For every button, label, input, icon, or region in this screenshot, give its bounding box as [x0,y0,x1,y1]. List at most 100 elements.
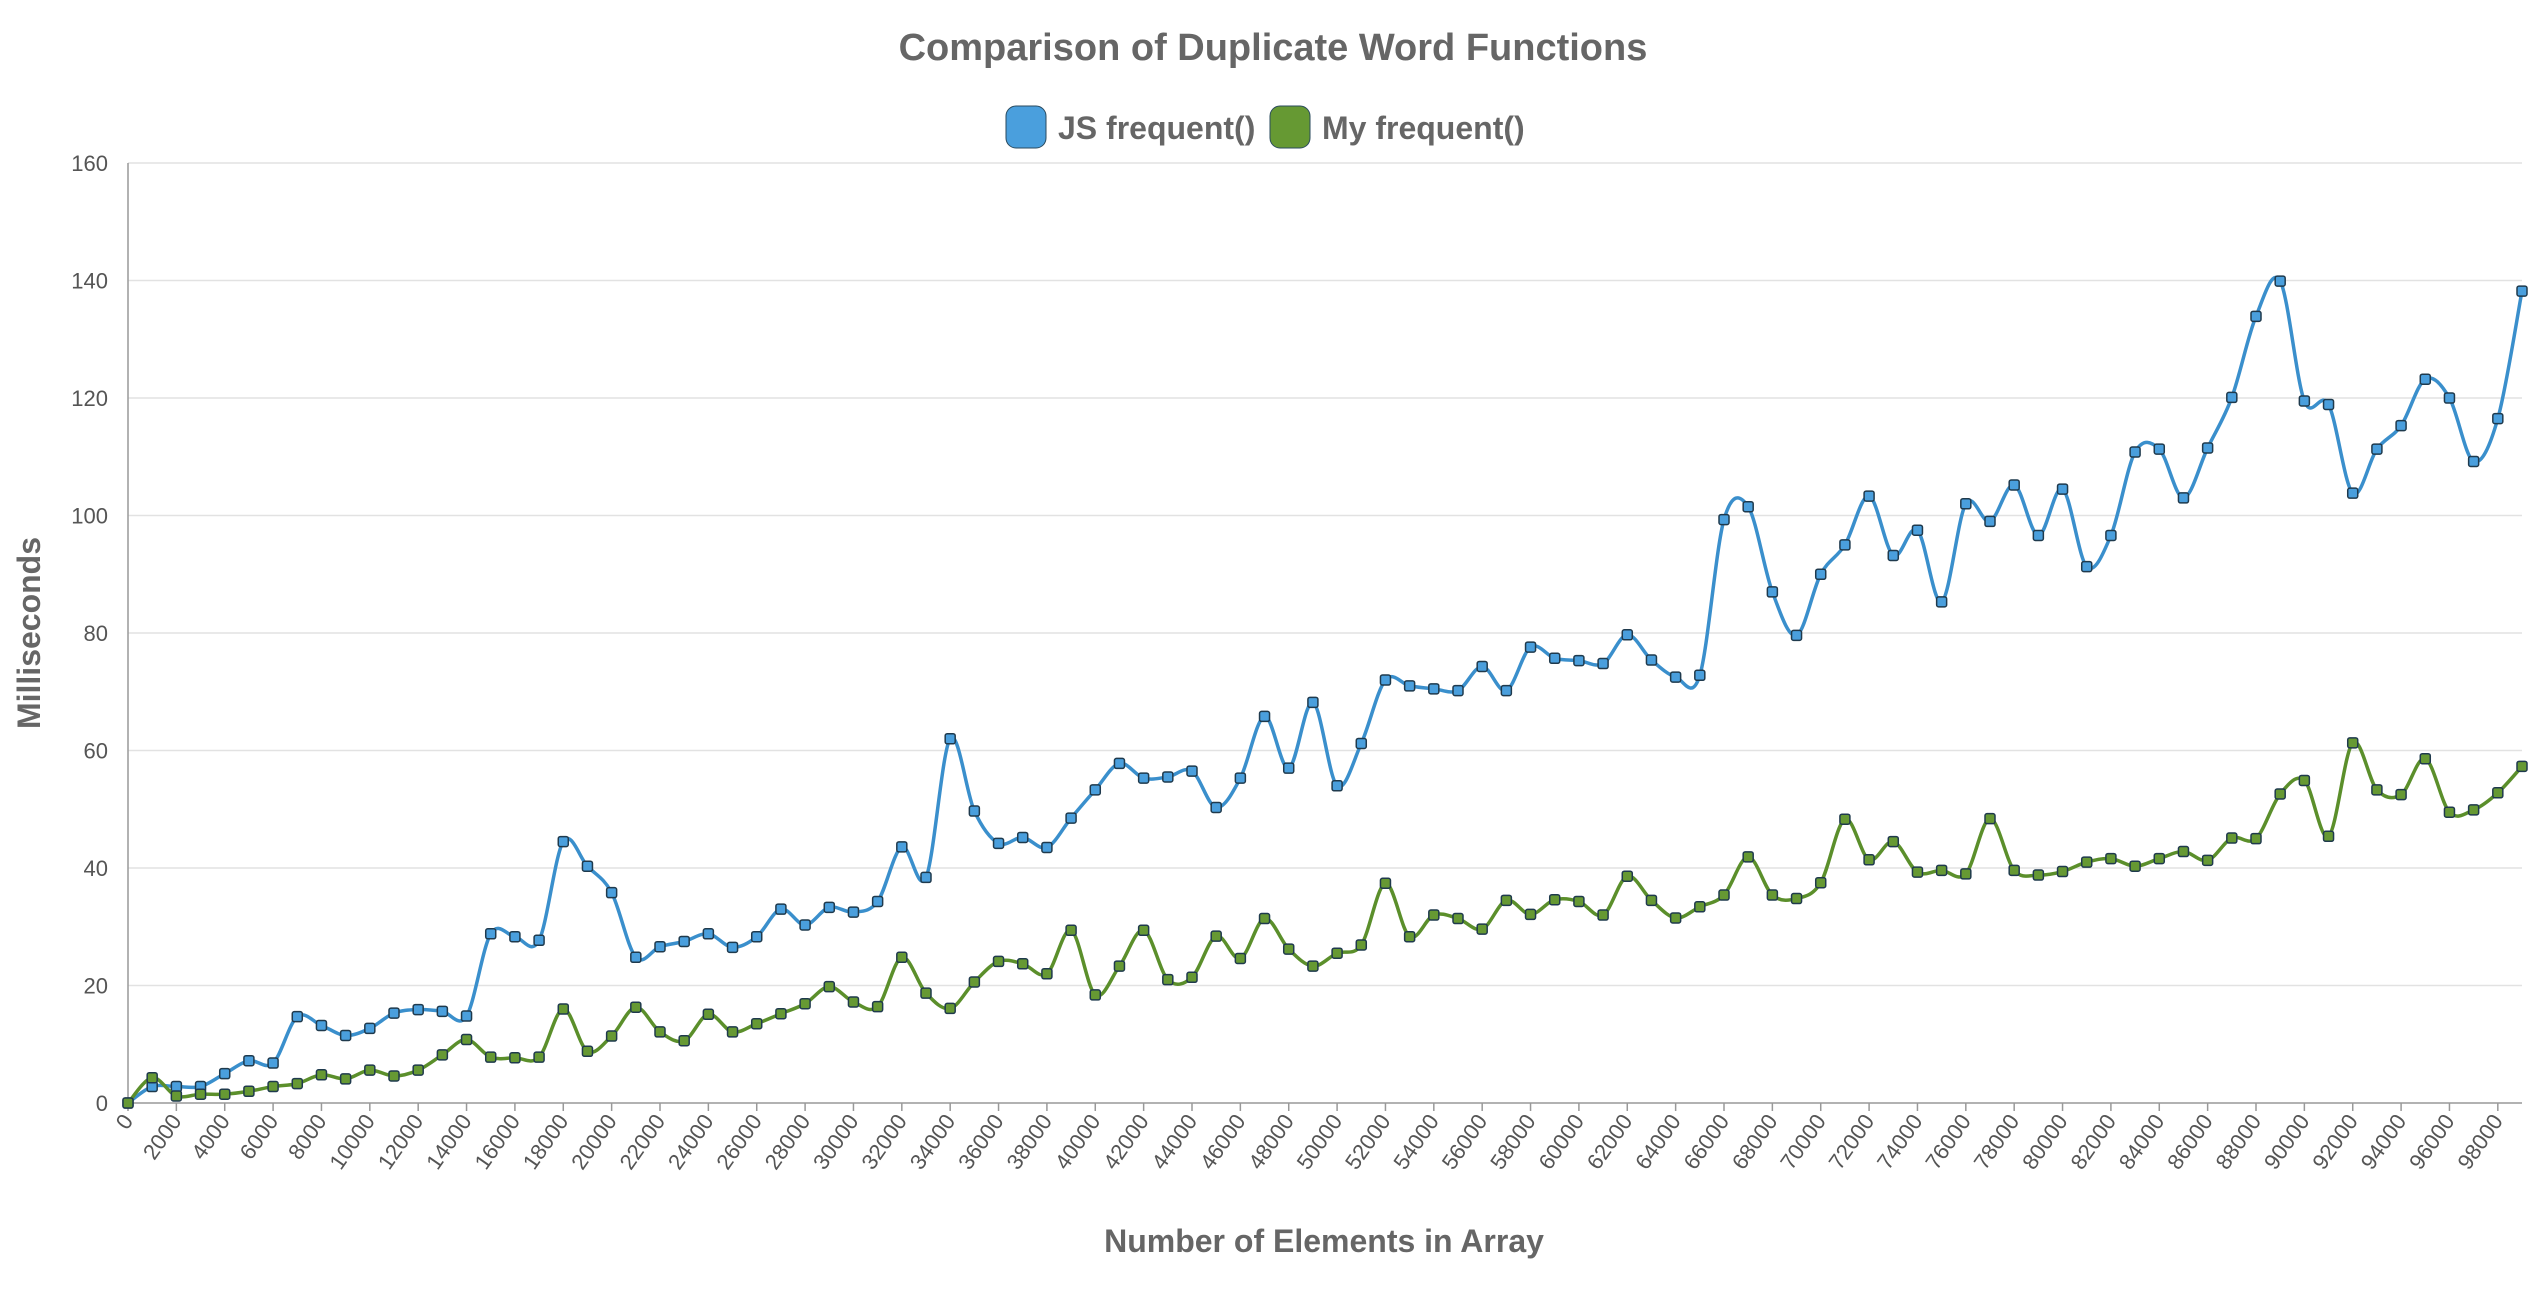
data-point[interactable] [291,1077,304,1090]
data-point[interactable] [2419,373,2432,385]
data-point[interactable] [750,1017,763,1030]
data-point[interactable] [2032,869,2045,881]
data-point[interactable] [1887,835,1900,848]
data-point[interactable] [847,906,860,918]
data-point[interactable] [1065,812,1077,824]
data-point[interactable] [823,901,836,914]
data-point[interactable] [218,1088,231,1100]
data-point[interactable] [775,1007,787,1020]
data-point[interactable] [581,860,594,872]
data-point[interactable] [1331,780,1343,792]
data-point[interactable] [460,1033,473,1046]
data-point[interactable] [1887,549,1900,562]
data-point[interactable] [1428,683,1440,695]
data-point[interactable] [1500,684,1513,697]
data-point[interactable] [1089,784,1102,796]
data-point[interactable] [2274,275,2286,287]
data-point[interactable] [775,903,787,915]
data-point[interactable] [1016,958,1029,970]
legend-item-2[interactable]: My frequent() [1269,105,1525,149]
data-point[interactable] [1307,696,1319,709]
data-point[interactable] [654,940,666,953]
data-point[interactable] [1089,989,1102,1001]
data-point[interactable] [1669,912,1682,924]
data-point[interactable] [1355,939,1368,951]
data-point[interactable] [1016,831,1029,844]
data-point[interactable] [364,1022,376,1035]
data-point[interactable] [678,1034,690,1047]
data-point[interactable] [1307,960,1319,972]
data-point[interactable] [823,980,836,993]
data-point[interactable] [1597,657,1609,670]
data-point[interactable] [2105,529,2117,542]
data-point[interactable] [1863,854,1875,866]
data-point[interactable] [315,1069,328,1081]
data-point[interactable] [1379,674,1392,686]
data-point[interactable] [1839,813,1851,825]
data-point[interactable] [1041,841,1053,854]
data-point[interactable] [871,1000,884,1013]
data-point[interactable] [1911,524,1924,536]
data-point[interactable] [1645,894,1658,907]
data-point[interactable] [1766,586,1779,598]
data-point[interactable] [944,733,956,745]
data-point[interactable] [581,1045,594,1058]
data-point[interactable] [702,1008,715,1021]
data-point[interactable] [2516,760,2528,773]
data-point[interactable] [1863,490,1875,502]
data-point[interactable] [388,1007,400,1019]
data-point[interactable] [1814,876,1827,889]
data-point[interactable] [1621,629,1634,641]
data-point[interactable] [1573,654,1585,667]
data-point[interactable] [533,934,545,947]
data-point[interactable] [1355,737,1368,750]
data-point[interactable] [1935,596,1948,608]
data-point[interactable] [509,1052,521,1064]
data-point[interactable] [557,1003,570,1015]
data-point[interactable] [605,1030,618,1042]
data-point[interactable] [1137,772,1150,784]
data-point[interactable] [1186,971,1198,984]
data-point[interactable] [2226,391,2238,404]
data-point[interactable] [968,805,981,817]
data-point[interactable] [2177,492,2190,504]
data-point[interactable] [1694,901,1706,913]
data-point[interactable] [630,1001,642,1013]
data-point[interactable] [1911,866,1924,878]
data-point[interactable] [847,996,860,1008]
data-point[interactable] [702,928,715,940]
data-point[interactable] [1524,641,1537,653]
data-point[interactable] [1790,629,1803,642]
data-point[interactable] [1210,930,1222,942]
data-point[interactable] [436,1049,449,1061]
data-point[interactable] [1186,765,1198,777]
data-point[interactable] [2008,864,2020,877]
data-point[interactable] [460,1010,473,1022]
data-point[interactable] [122,1097,134,1109]
data-point[interactable] [194,1088,207,1100]
data-point[interactable] [2032,529,2045,542]
data-point[interactable] [2177,845,2190,858]
data-point[interactable] [364,1064,376,1076]
data-point[interactable] [291,1010,304,1023]
data-point[interactable] [992,955,1005,968]
data-point[interactable] [315,1019,328,1032]
data-point[interactable] [750,930,763,943]
data-point[interactable] [1718,513,1730,526]
data-point[interactable] [605,886,618,899]
data-point[interactable] [2467,455,2480,468]
data-point[interactable] [2201,442,2214,454]
data-point[interactable] [2080,856,2093,868]
data-point[interactable] [2419,752,2432,765]
data-point[interactable] [1452,684,1464,697]
data-point[interactable] [2056,865,2069,878]
data-point[interactable] [1839,539,1851,551]
data-point[interactable] [944,1002,956,1015]
data-point[interactable] [799,919,811,931]
data-point[interactable] [1379,877,1392,890]
data-point[interactable] [2105,852,2117,865]
data-point[interactable] [243,1054,255,1067]
data-point[interactable] [2129,446,2141,458]
data-point[interactable] [1718,889,1730,901]
data-point[interactable] [412,1064,424,1076]
